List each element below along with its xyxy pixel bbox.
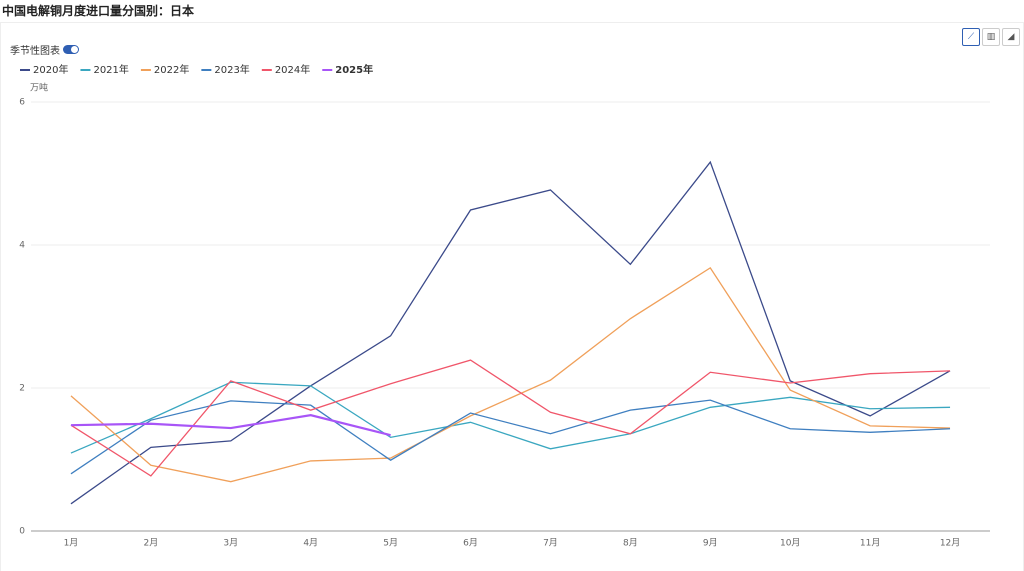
legend-label: 2022年 [154,63,189,76]
x-tick-label: 2月 [144,538,159,549]
x-tick-label: 7月 [543,538,558,549]
series-line [70,414,391,437]
series-line [70,381,951,454]
x-tick-label: 8月 [623,538,638,549]
y-tick-label: 6 [19,98,25,108]
bar-button[interactable]: ▥ [982,28,1000,46]
chart-type-buttons: ⟋ ▥ ◢ [962,28,1020,46]
x-tick-label: 4月 [303,538,318,549]
legend: 2020年 2021年 2022年 2023年 2024年 2025年 [20,63,373,76]
y-tick-label: 2 [19,384,25,394]
x-tick-label: 1月 [64,538,79,549]
x-tick-label: 12月 [940,538,960,549]
series-line [70,266,951,483]
x-tick-label: 9月 [703,538,718,549]
y-tick-label: 0 [19,527,25,537]
legend-label: 2023年 [214,63,249,76]
x-tick-label: 10月 [780,538,800,549]
toggle-label: 季节性图表 [10,46,60,57]
legend-label: 2021年 [93,63,128,76]
y-tick-label: 4 [19,241,25,251]
series-line [70,399,951,475]
area-button[interactable]: ◢ [1002,28,1020,46]
y-axis-label: 万吨 [30,82,48,94]
x-tick-label: 11月 [860,538,880,549]
seasonal-toggle[interactable]: 季节性图表 [10,42,79,57]
x-tick-label: 5月 [383,538,398,549]
x-tick-label: 3月 [223,538,238,549]
series-line [70,160,951,505]
legend-label: 2020年 [33,63,68,76]
x-tick-label: 6月 [463,538,478,549]
series-line [70,359,951,477]
switch[interactable] [63,45,79,54]
line-button[interactable]: ⟋ [962,28,980,46]
legend-label: 2025年 [335,63,373,76]
page-title: 中国电解铜月度进口量分国别：日本 [2,4,195,18]
legend-label: 2024年 [275,63,310,76]
